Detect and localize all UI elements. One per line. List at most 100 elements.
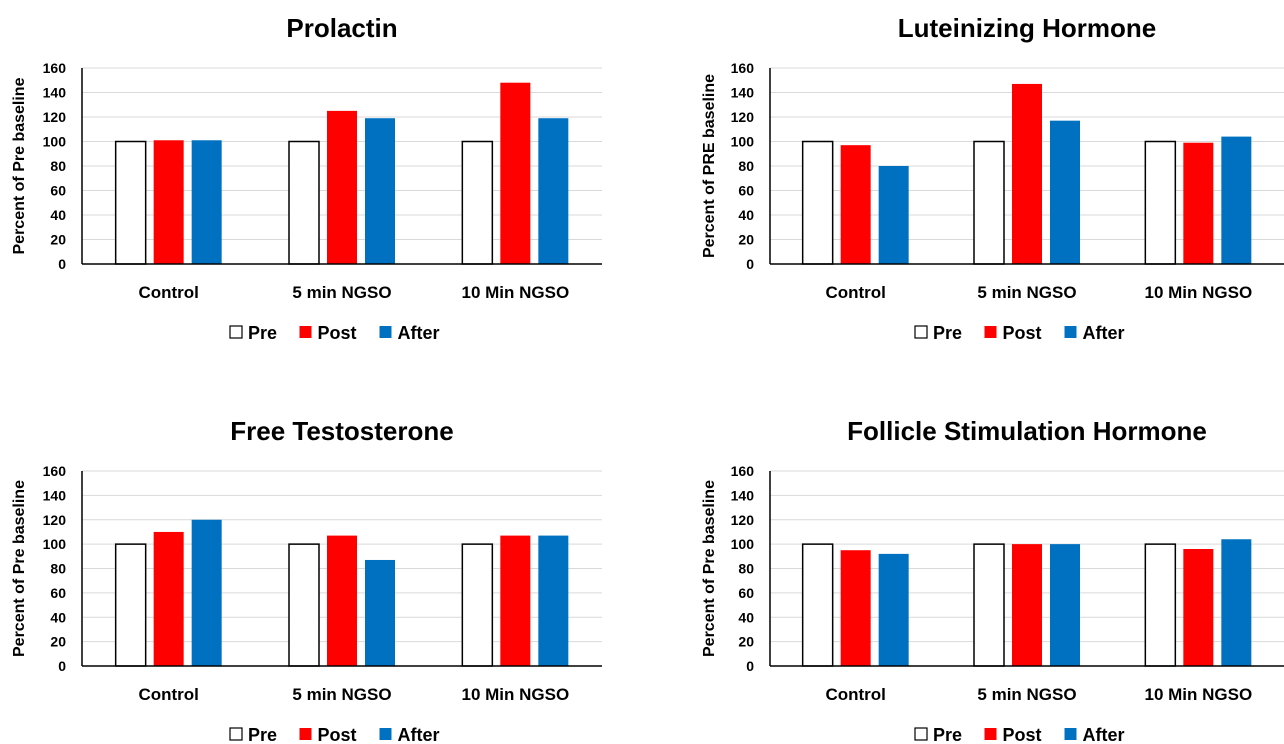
bar	[840, 550, 871, 666]
x-category-label: 5 min NGSO	[292, 685, 391, 704]
legend-label: Pre	[248, 725, 277, 744]
y-tick-label: 140	[731, 487, 755, 503]
chart-title: Follicle Stimulation Hormone	[847, 416, 1207, 446]
bar	[878, 166, 909, 264]
bar	[461, 543, 494, 667]
chart-panel: Prolactin 0 20 40 60 80 100 120 140 160 Percent of…	[11, 13, 602, 343]
y-tick-label: 120	[731, 512, 755, 528]
legend-swatch	[299, 728, 312, 740]
bar	[538, 535, 569, 666]
y-tick-label: 100	[731, 134, 755, 150]
y-tick-label: 100	[43, 134, 67, 150]
bar	[365, 559, 395, 666]
y-tick-label: 60	[738, 585, 754, 601]
x-category-label: Control	[138, 283, 198, 302]
bar	[1050, 544, 1080, 666]
legend-label: Post	[318, 725, 357, 744]
legend-swatch	[299, 326, 312, 338]
y-tick-label: 0	[58, 658, 66, 674]
y-tick-label: 20	[738, 232, 754, 248]
y-tick-label: 20	[50, 634, 66, 650]
y-tick-label: 60	[50, 183, 66, 199]
y-tick-label: 80	[50, 561, 66, 577]
y-tick-label: 20	[738, 634, 754, 650]
y-axis-label: Percent of Pre baseline	[11, 480, 28, 657]
bar	[500, 535, 531, 666]
legend-swatch	[379, 326, 392, 338]
y-tick-label: 100	[731, 536, 755, 552]
bar	[327, 535, 357, 666]
legend-label: Pre	[933, 725, 962, 744]
x-category-label: 10 Min NGSO	[461, 685, 569, 704]
legend-label: After	[398, 323, 440, 343]
y-tick-label: 40	[50, 609, 66, 625]
y-tick-label: 140	[43, 487, 67, 503]
y-axis-label: Percent of Pre baseline	[11, 77, 28, 254]
chart-panel: Luteinizing Hormone 0 20 40 60 80 100 120 140 160…	[701, 13, 1284, 343]
bar	[1221, 539, 1252, 666]
bar	[288, 140, 320, 265]
bar	[1183, 549, 1214, 666]
legend-label: Pre	[933, 323, 962, 343]
y-tick-label: 80	[738, 561, 754, 577]
bar	[327, 110, 357, 264]
bar	[1183, 142, 1214, 264]
bar	[878, 553, 909, 666]
legend: Pre Post After	[914, 323, 1125, 343]
y-tick-label: 140	[43, 85, 67, 101]
legend-label: Pre	[248, 323, 277, 343]
chart-title: Free Testosterone	[230, 416, 453, 446]
y-tick-label: 40	[50, 207, 66, 223]
bar	[114, 140, 147, 265]
legend-swatch	[984, 728, 997, 740]
legend-swatch	[914, 325, 928, 339]
bar	[365, 118, 395, 264]
y-tick-label: 60	[50, 585, 66, 601]
legend-label: After	[1083, 323, 1125, 343]
y-tick-label: 100	[43, 536, 67, 552]
bar	[288, 543, 320, 667]
bar	[1144, 140, 1177, 265]
legend: Pre Post After	[229, 725, 440, 744]
legend-swatch	[229, 325, 243, 339]
x-category-label: Control	[825, 283, 885, 302]
bar	[1050, 120, 1080, 264]
x-category-label: 5 min NGSO	[977, 283, 1076, 302]
legend-label: Post	[1003, 323, 1042, 343]
x-category-label: Control	[138, 685, 198, 704]
legend-label: Post	[1003, 725, 1042, 744]
legend-swatch	[229, 727, 243, 741]
bar	[114, 543, 147, 667]
bar	[461, 140, 494, 265]
x-category-label: 10 Min NGSO	[461, 283, 569, 302]
legend: Pre Post After	[229, 323, 440, 343]
y-axis-label: Percent of Pre baseline	[701, 480, 718, 657]
chart-panel: Free Testosterone 0 20 40 60 80 100 120 140 160 Pe…	[11, 416, 602, 744]
chart-panel: Follicle Stimulation Hormone 0 20 40 60 80 100…	[701, 416, 1284, 744]
y-tick-label: 160	[43, 463, 67, 479]
legend-swatch	[914, 727, 928, 741]
y-tick-label: 20	[50, 232, 66, 248]
x-category-label: Control	[825, 685, 885, 704]
y-tick-label: 80	[738, 158, 754, 174]
y-tick-label: 120	[731, 109, 755, 125]
legend: Pre Post After	[914, 725, 1125, 744]
bar	[191, 140, 222, 264]
x-category-label: 10 Min NGSO	[1144, 283, 1252, 302]
y-tick-label: 140	[731, 85, 755, 101]
y-tick-label: 0	[58, 256, 66, 272]
x-category-label: 10 Min NGSO	[1144, 685, 1252, 704]
bar	[1144, 543, 1177, 667]
legend-label: After	[398, 725, 440, 744]
y-tick-label: 40	[738, 609, 754, 625]
y-tick-label: 0	[746, 658, 754, 674]
bar	[538, 118, 569, 264]
x-category-label: 5 min NGSO	[977, 685, 1076, 704]
bar	[1012, 83, 1042, 264]
y-tick-label: 80	[50, 158, 66, 174]
bar	[973, 140, 1005, 265]
chart-title: Prolactin	[286, 13, 397, 43]
bar	[1221, 136, 1252, 264]
y-tick-label: 120	[43, 512, 67, 528]
